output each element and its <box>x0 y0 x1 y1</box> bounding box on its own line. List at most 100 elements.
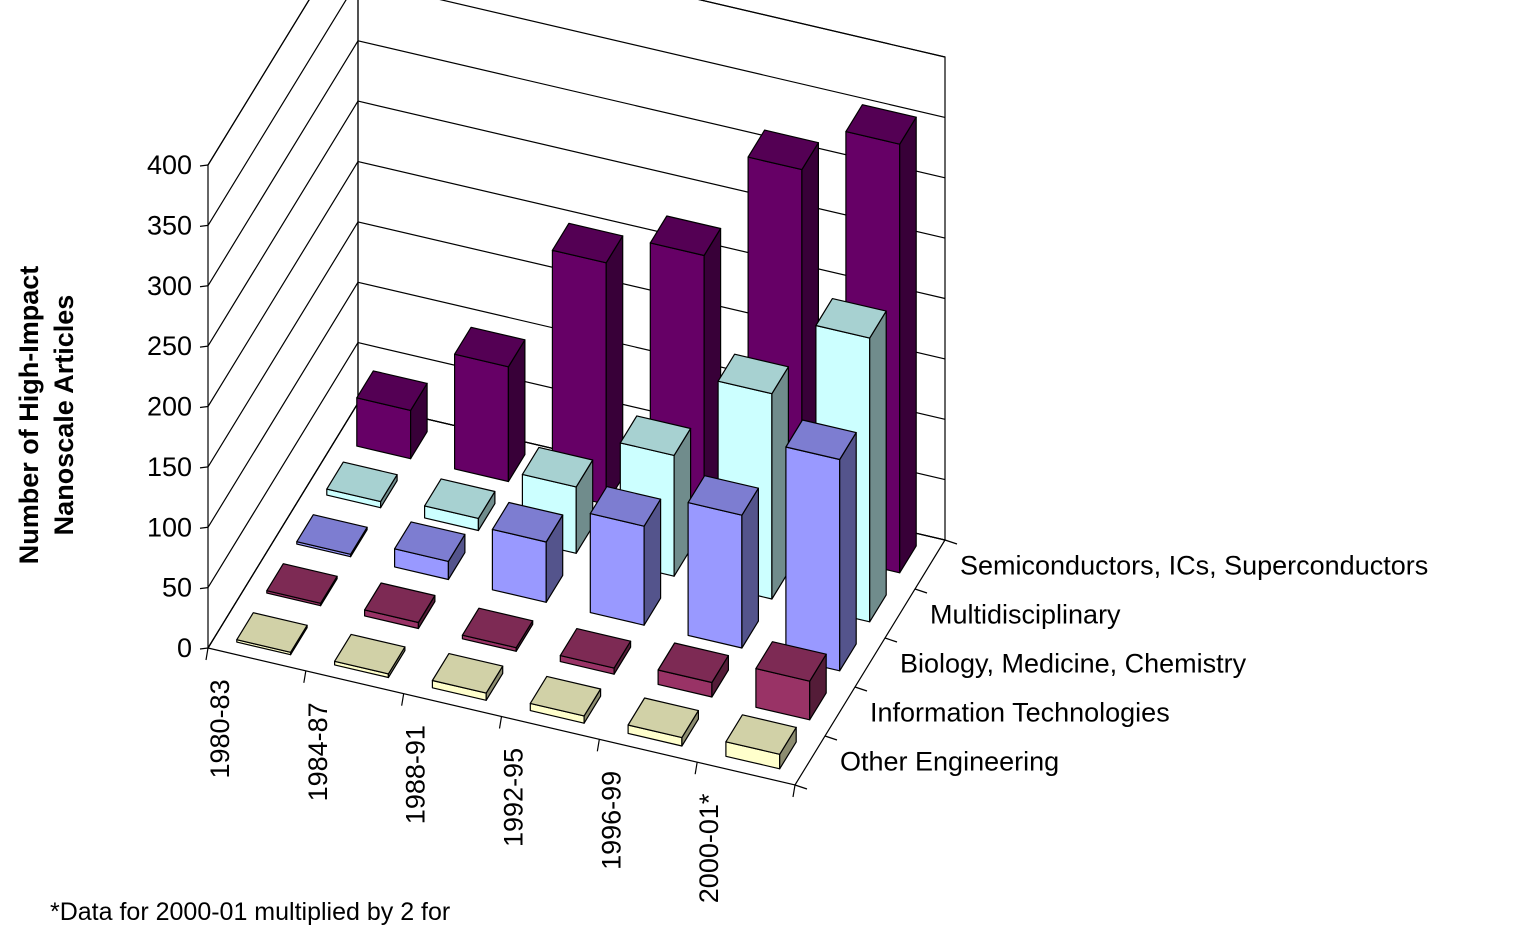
bar <box>424 478 496 532</box>
bar <box>394 521 466 581</box>
bar-top <box>326 461 398 503</box>
bar <box>356 370 428 460</box>
bar <box>725 714 797 770</box>
bar <box>266 563 338 607</box>
x-tick-label: 1980-83 <box>205 679 235 778</box>
bar <box>785 419 857 672</box>
depth-tick-mark <box>944 539 958 545</box>
y-tick-mark <box>199 466 209 469</box>
bar-top <box>717 353 790 395</box>
bar-top <box>755 641 827 682</box>
x-tick-label: 1996-99 <box>596 771 626 870</box>
depth-tick-mark <box>854 686 868 692</box>
bar <box>589 486 662 626</box>
bar-top <box>394 521 466 563</box>
bar-top <box>627 697 700 739</box>
bar-top <box>589 486 662 527</box>
bar-top <box>356 370 428 411</box>
depth-tick-mark <box>824 735 838 741</box>
bar <box>491 501 564 603</box>
x-tick-label: 1984-87 <box>303 702 333 801</box>
bar-side <box>869 310 887 623</box>
bar-top <box>559 627 632 669</box>
gridline <box>207 40 946 287</box>
bar <box>687 475 760 649</box>
x-tick-label: 2000-01* <box>694 793 724 903</box>
series-label: Other Engineering <box>840 747 1059 777</box>
bar-side <box>839 432 857 672</box>
gridline <box>207 0 946 226</box>
bar-top <box>266 563 338 604</box>
bar <box>326 461 398 509</box>
y-tick-mark <box>199 526 209 529</box>
gridline <box>207 0 946 166</box>
bar <box>551 222 624 505</box>
bar-top <box>491 501 564 543</box>
bar <box>627 697 700 747</box>
bar-top <box>236 612 308 653</box>
y-axis-title-line2: Nanoscale Articles <box>49 295 79 536</box>
bar-top <box>815 298 887 339</box>
y-tick-mark <box>199 345 209 348</box>
bar-side <box>899 116 917 574</box>
x-tick-mark <box>303 670 307 683</box>
bar <box>559 627 632 675</box>
y-tick-label: 300 <box>147 271 192 301</box>
bar-front <box>589 512 645 626</box>
depth-tick-mark <box>794 784 808 790</box>
series-label: Biology, Medicine, Chemistry <box>900 649 1247 679</box>
bar-front <box>687 502 743 649</box>
x-tick-label: 1992-95 <box>498 748 528 847</box>
series-label: Information Technologies <box>870 698 1170 728</box>
bar <box>334 633 406 679</box>
x-tick-mark <box>205 647 209 661</box>
bar <box>657 642 730 698</box>
y-tick-label: 0 <box>177 633 192 663</box>
bar-top <box>461 607 534 649</box>
series-label: Multidisciplinary <box>930 600 1121 630</box>
bar-top <box>521 446 594 488</box>
x-tick-mark <box>596 739 600 752</box>
bar-top <box>747 129 820 171</box>
bar-top <box>551 222 624 264</box>
axis-labels-group: 0 50 100 150 200 250 300 350 400 1980-83 1984-87 19… <box>147 150 1428 903</box>
footnote: *Data for 2000-01 multiplied by 2 for <box>50 898 450 926</box>
x-tick-mark <box>694 762 698 775</box>
bar <box>364 582 436 630</box>
bar <box>454 326 526 483</box>
bar <box>236 612 308 656</box>
y-tick-label: 400 <box>147 150 192 180</box>
y-axis-title-line1: Number of High-Impact <box>14 266 44 565</box>
bar-top <box>687 475 760 516</box>
y-tick-mark <box>199 647 209 650</box>
y-tick-label: 150 <box>147 452 192 482</box>
bar <box>755 641 827 721</box>
bar <box>431 652 504 701</box>
y-tick-mark <box>199 405 209 409</box>
x-tick-mark <box>498 716 503 729</box>
bars-group <box>236 104 917 770</box>
series-label: Semiconductors, ICs, Superconductors <box>960 551 1428 581</box>
bar-top <box>785 419 857 461</box>
bar-front <box>454 353 509 483</box>
depth-tick-mark <box>884 637 898 643</box>
bar-top <box>619 415 692 456</box>
bar-top <box>431 652 504 694</box>
bar-front <box>785 446 841 672</box>
depth-tick-mark <box>914 588 928 594</box>
y-tick-mark <box>199 285 209 288</box>
bar-top <box>454 326 526 368</box>
y-tick-mark <box>199 587 209 590</box>
bar-top <box>334 633 406 675</box>
y-tick-label: 250 <box>147 331 192 361</box>
x-tick-mark <box>792 784 796 798</box>
x-tick-mark <box>401 693 405 706</box>
bar-top <box>424 478 496 520</box>
bar-top <box>725 714 797 755</box>
bar-top <box>649 215 722 257</box>
y-tick-label: 50 <box>162 573 192 603</box>
y-tick-label: 200 <box>147 392 192 422</box>
bar-top <box>364 582 436 624</box>
y-tick-label: 350 <box>147 210 192 240</box>
